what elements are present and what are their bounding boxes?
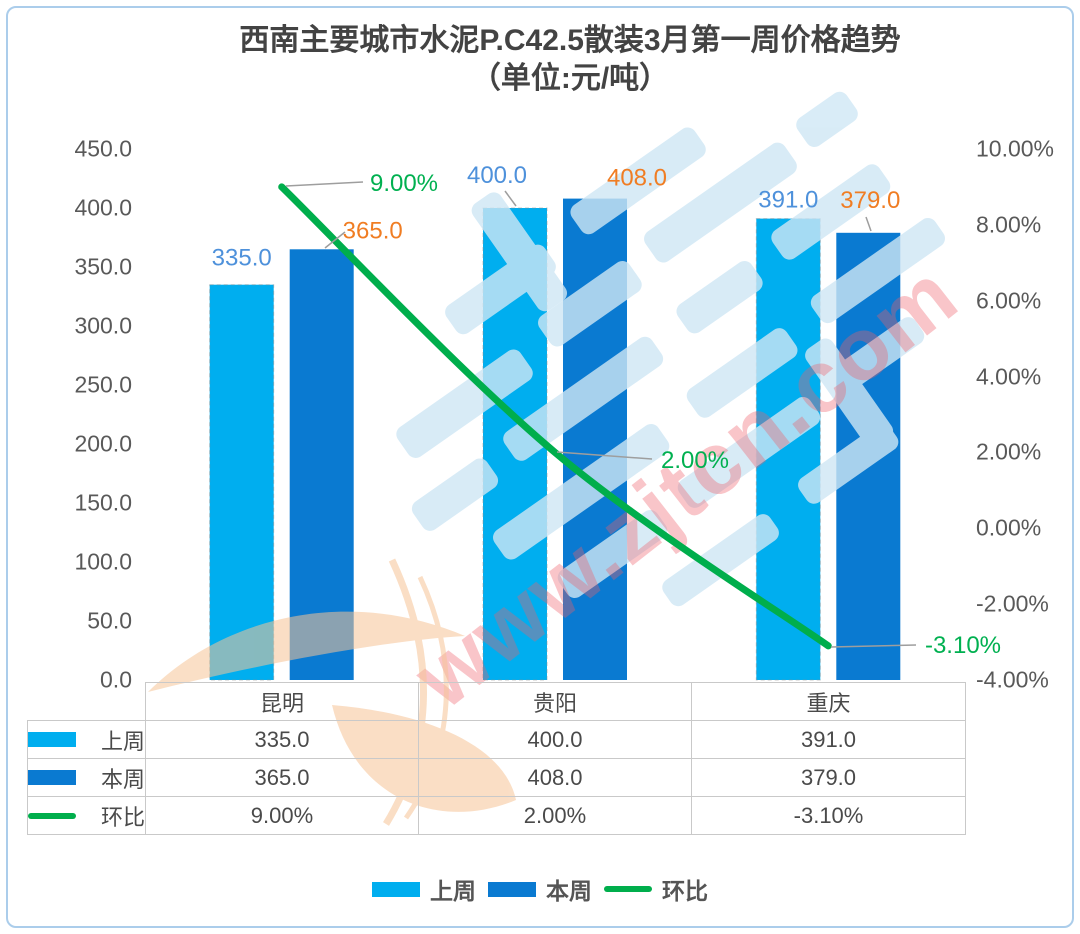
watermark-stroke-6 (676, 260, 763, 334)
bar-label-this-week-2: 379.0 (840, 187, 900, 214)
watermark-stroke-0 (396, 349, 533, 458)
watermark-stroke-11 (557, 510, 668, 599)
chart-title-line1: 西南主要城市水泥P.C42.5散装3月第一周价格趋势 (239, 24, 901, 57)
watermark-stroke-1 (538, 260, 642, 347)
right-axis-tick-3: 4.00% (976, 363, 1042, 390)
table-row-label-1: 本周 (27, 758, 146, 797)
left-axis-tick-8: 50.0 (87, 607, 132, 634)
bar-last-week-0 (209, 284, 275, 681)
legend-swatch-last-week (372, 881, 420, 897)
watermark-stroke-3 (796, 91, 858, 147)
watermark-stroke-19 (798, 423, 899, 504)
watermark-logo-glyphs (396, 91, 945, 607)
left-axis-tick-5: 200.0 (74, 430, 132, 457)
data-table: 昆明 贵阳 重庆 上周 335.0 400.0 391.0 本周 365.0 408.0 379.0… (27, 682, 966, 835)
ratio-line (278, 183, 832, 650)
left-axis-tick-7: 100.0 (74, 548, 132, 575)
table-cell-2-2: -3.10% (691, 796, 966, 835)
table-series-name-2: 环比 (100, 804, 145, 830)
right-axis-tick-4: 2.00% (976, 438, 1042, 465)
table-header-city-1: 贵阳 (418, 682, 692, 721)
right-axis-tick-0: 10.00% (976, 135, 1055, 162)
table-row-2: 环比 9.00% 2.00% -3.10% (27, 796, 966, 835)
table-cell-0-2: 391.0 (691, 720, 966, 759)
table-header-row: 昆明 贵阳 重庆 (28, 682, 966, 721)
legend-label-this-week: 本周 (546, 878, 592, 904)
legend-item-last-week: 上周 (372, 872, 476, 906)
watermark-stroke-16 (471, 192, 568, 312)
legend-label-ratio: 环比 (662, 878, 708, 904)
bar-this-week-0 (289, 249, 354, 681)
legend-label-last-week: 上周 (430, 878, 476, 904)
right-axis-tick-1: 8.00% (976, 211, 1042, 238)
legend-item-ratio: 环比 (604, 872, 708, 906)
watermark-stroke-13 (832, 317, 925, 393)
bar-label-last-week-1: 400.0 (467, 162, 527, 189)
ratio-label-1: 2.00% (661, 447, 729, 474)
table-cell-1-2: 379.0 (691, 758, 966, 797)
ratio-label-2: -3.10% (925, 632, 1001, 659)
watermark-stroke-2 (644, 142, 797, 263)
table-cell-2-1: 2.00% (418, 796, 692, 835)
table-series-swatch-1 (28, 770, 76, 785)
right-axis-tick-5: 0.00% (976, 514, 1042, 541)
table-corner-blank (28, 683, 146, 721)
table-series-name-1: 本周 (100, 766, 145, 792)
table-cell-2-0: 9.00% (145, 796, 419, 835)
left-axis-tick-9: 0.0 (100, 666, 132, 693)
table-header-city-0: 昆明 (145, 682, 419, 721)
watermark-stroke-8 (493, 424, 670, 560)
table-series-name-0: 上周 (100, 728, 145, 754)
watermark-stroke-15 (570, 127, 706, 235)
table-row-0: 上周 335.0 400.0 391.0 (27, 720, 966, 759)
leader-line-5 (830, 644, 917, 648)
table-row-label-2: 环比 (27, 796, 146, 835)
label-leader-lines (285, 181, 917, 648)
watermark-stroke-10 (810, 217, 945, 324)
watermark-stroke-7 (771, 164, 891, 260)
table-header-city-2: 重庆 (691, 682, 966, 721)
right-axis-tick-2: 6.00% (976, 287, 1042, 314)
watermark-stroke-18 (662, 514, 779, 607)
table-cell-0-1: 400.0 (418, 720, 692, 759)
watermark-stroke-5 (503, 336, 664, 461)
leader-line-2 (865, 216, 872, 232)
leader-line-1 (324, 231, 346, 249)
watermark-stroke-9 (686, 328, 798, 418)
legend-swatch-ratio-line (604, 886, 652, 892)
legend-item-this-week: 本周 (488, 872, 592, 906)
table-series-swatch-0 (28, 732, 76, 747)
left-axis-tick-4: 250.0 (74, 371, 132, 398)
watermark-stroke-17 (805, 338, 894, 449)
bar-label-this-week-0: 365.0 (343, 217, 403, 244)
bar-label-last-week-0: 335.0 (212, 245, 272, 272)
table-cell-1-0: 365.0 (145, 758, 419, 797)
leader-line-4 (556, 451, 653, 460)
table-series-swatch-2 (28, 812, 76, 819)
left-axis-tick-0: 450.0 (74, 135, 132, 162)
table-row-1: 本周 365.0 408.0 379.0 (27, 758, 966, 797)
left-axis-tick-3: 300.0 (74, 312, 132, 339)
leader-line-0 (504, 190, 517, 207)
chart-legend: 上周 本周 环比 (0, 872, 1080, 906)
watermark-stroke-12 (677, 396, 821, 508)
leader-line-3 (285, 181, 364, 187)
bar-label-last-week-2: 391.0 (758, 187, 818, 214)
table-cell-1-1: 408.0 (418, 758, 692, 797)
watermark-stroke-4 (411, 458, 499, 531)
right-axis-tick-7: -4.00% (976, 666, 1049, 693)
left-axis-tick-2: 350.0 (74, 253, 132, 280)
left-axis-tick-6: 150.0 (74, 489, 132, 516)
right-axis-tick-6: -2.00% (976, 590, 1049, 617)
table-row-label-0: 上周 (27, 720, 146, 759)
table-cell-0-0: 335.0 (145, 720, 419, 759)
left-axis-tick-1: 400.0 (74, 194, 132, 221)
chart-title: 西南主要城市水泥P.C42.5散装3月第一周价格趋势 （单位:元/吨） (90, 22, 1050, 98)
ratio-label-0: 9.00% (370, 170, 438, 197)
chart-title-line2: （单位:元/吨） (470, 62, 670, 96)
legend-swatch-this-week (488, 881, 536, 897)
bar-label-this-week-1: 408.0 (607, 165, 667, 192)
